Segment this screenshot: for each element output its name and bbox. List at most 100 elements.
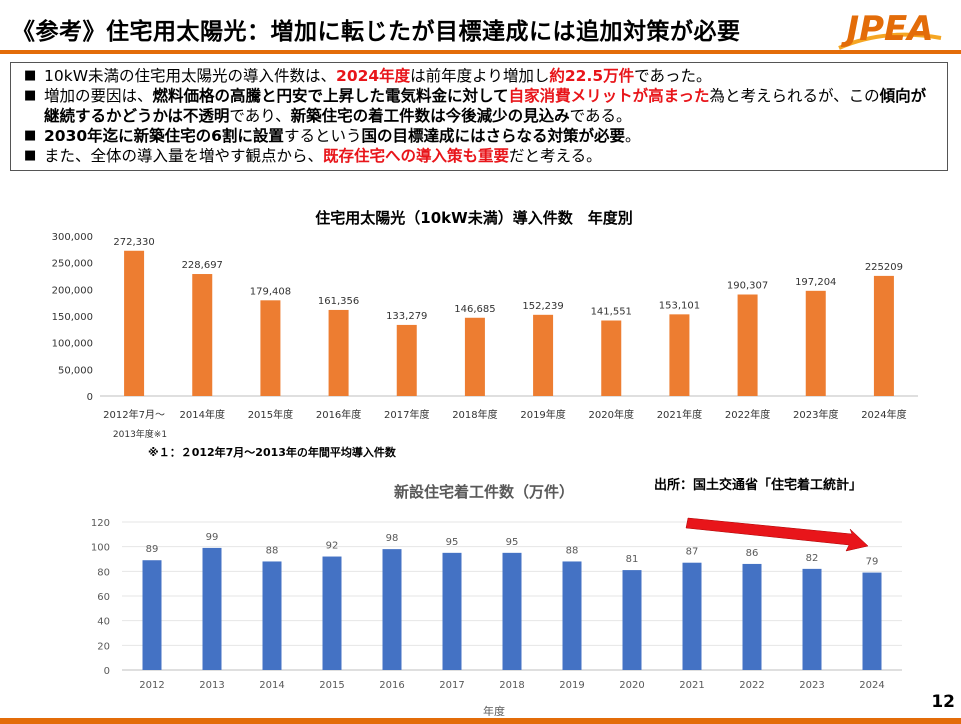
data-label: 190,307 (727, 281, 768, 292)
jpea-logo: JPEA (838, 9, 942, 50)
chart-footnote: ※１：２012年7月～2013年の年間平均導入件数 (148, 446, 396, 459)
y-tick-label: 80 (97, 567, 110, 578)
data-label: 89 (146, 544, 159, 555)
bar (124, 250, 145, 396)
bar (192, 274, 213, 396)
data-label: 86 (746, 548, 759, 559)
data-label: 152,239 (522, 301, 563, 312)
bullet-text: するという (283, 127, 362, 145)
data-label: 81 (626, 554, 639, 565)
data-label: 82 (806, 553, 819, 564)
bar (682, 562, 702, 670)
data-label: 179,408 (250, 286, 291, 297)
bullet-item: ■ 2030年迄に新築住宅の6割に設置するという国の目標達成にはさらなる対策が必要… (11, 126, 947, 146)
bullet-text: 10kW未満の住宅用太陽光の導入件数は、 (44, 67, 337, 85)
bar (396, 324, 417, 396)
x-tick-label: 2013 (199, 680, 224, 691)
y-tick-label: 100 (91, 543, 110, 554)
bullet-text: 増加の要因は、 (44, 87, 153, 105)
data-label: 133,279 (386, 311, 427, 322)
bar (533, 314, 554, 396)
bullet-text: だと考える。 (509, 147, 602, 165)
x-tick-label: 2020 (619, 680, 644, 691)
bar (737, 294, 758, 396)
bar (601, 320, 622, 396)
data-label: 87 (686, 547, 699, 558)
housing-starts-chart: 新設住宅着工件数（万件） 出所：国土交通省「住宅着工統計」 120 100 80 60 40… (91, 477, 902, 716)
y-tick-label: 200,000 (52, 285, 93, 296)
x-tick-label: 2019年度 (520, 408, 565, 421)
x-axis-title: 年度 (483, 704, 505, 716)
data-label: 95 (446, 537, 459, 548)
chart-title: 新設住宅着工件数（万件） (394, 483, 574, 501)
x-tick-label: 2021年度 (657, 408, 702, 421)
x-tick-label: 2023 (799, 680, 824, 691)
x-tick-label: 2017 (439, 680, 464, 691)
bar (862, 572, 882, 670)
bar (260, 300, 281, 396)
chart-title: 住宅用太陽光（10kW未満）導入件数 年度別 (315, 209, 632, 227)
bar (742, 563, 762, 670)
data-label: 161,356 (318, 296, 359, 307)
bar (669, 314, 690, 396)
y-tick-label: 50,000 (58, 365, 93, 376)
y-tick-label: 300,000 (52, 232, 93, 243)
bar (802, 568, 822, 670)
data-label: 99 (206, 532, 219, 543)
data-label: 225209 (865, 262, 903, 273)
footer-rule (0, 718, 961, 724)
x-tick-label: 2016 (379, 680, 404, 691)
x-tick-label-second-line: 2013年度※1 (113, 428, 167, 440)
data-label: 88 (566, 545, 579, 556)
bullet-text: である。 (569, 107, 632, 125)
bullet-item: ■ 増加の要因は、燃料価格の高騰と円安で上昇した電気料金に対して自家消費メリットが… (11, 86, 947, 126)
data-label: 92 (326, 541, 339, 552)
y-tick-label: 0 (87, 392, 93, 403)
y-tick-label: 40 (97, 617, 110, 628)
x-tick-label: 2014 (259, 680, 284, 691)
x-tick-label: 2018 (499, 680, 524, 691)
page-number: 12 (931, 692, 955, 712)
bar (328, 309, 349, 396)
bullet-text: 約22.5万件 (549, 67, 635, 85)
x-tick-label: 2015年度 (248, 408, 293, 421)
bar (442, 552, 462, 670)
bullet-square-icon: ■ (24, 148, 37, 163)
bullet-text: また、全体の導入量を増やす観点から、 (44, 147, 324, 165)
residential-pv-chart: 住宅用太陽光（10kW未満）導入件数 年度別 300,000 250,000 200,… (52, 209, 918, 440)
data-label: 79 (866, 557, 879, 568)
data-label: 141,551 (591, 307, 632, 318)
data-label: 98 (386, 533, 399, 544)
y-tick-label: 0 (104, 666, 110, 677)
x-tick-label: 2017年度 (384, 408, 429, 421)
bullet-text: 傾向が継続するかどうかは不透明 (44, 87, 927, 125)
y-tick-label: 100,000 (52, 339, 93, 350)
x-tick-label: 2021 (679, 680, 704, 691)
bullet-text: 既存住宅への導入策も重要 (323, 147, 510, 165)
bar (382, 549, 402, 670)
x-tick-label: 2014年度 (180, 408, 225, 421)
bullet-text: 2024年度 (336, 67, 411, 85)
data-label: 95 (506, 537, 519, 548)
data-label: 228,697 (182, 260, 223, 271)
page-title: 《参考》住宅用太陽光：増加に転じたが目標達成には追加対策が必要 (12, 19, 741, 45)
bullet-square-icon: ■ (24, 68, 37, 83)
x-tick-label: 2015 (319, 680, 344, 691)
bullet-text: 2030年迄に新築住宅の6割に設置 (44, 127, 284, 145)
x-tick-label: 2012年7月～ (103, 408, 165, 421)
bar (622, 570, 642, 670)
bar (262, 561, 282, 670)
bar (464, 317, 485, 396)
bar (202, 547, 222, 670)
y-tick-label: 250,000 (52, 259, 93, 270)
bullet-item: ■ また、全体の導入量を増やす観点から、既存住宅への導入策も重要だと考える。 (11, 146, 947, 166)
bullet-text: 。 (624, 127, 641, 145)
bar (142, 560, 162, 670)
header-rule (0, 50, 961, 54)
y-tick-label: 20 (97, 641, 110, 652)
data-label: 153,101 (659, 300, 700, 311)
bullet-text: であり、 (229, 107, 291, 125)
x-tick-label: 2019 (559, 680, 584, 691)
bullet-text: であった。 (634, 67, 712, 85)
trend-arrow-icon (685, 517, 869, 552)
